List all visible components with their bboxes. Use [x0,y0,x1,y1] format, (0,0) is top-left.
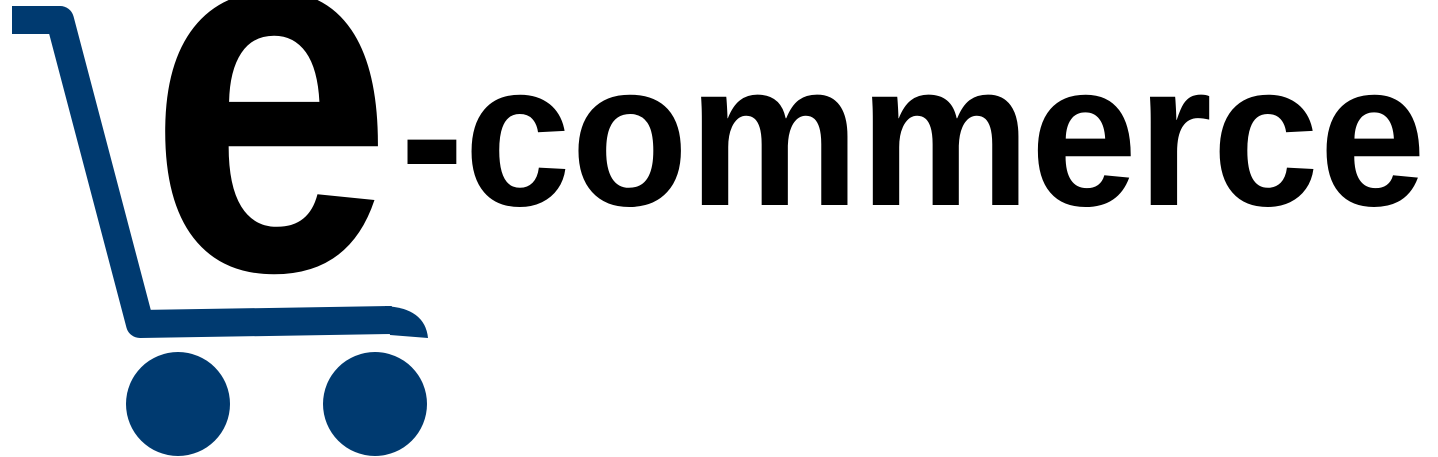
cart-frame-end [385,306,428,338]
cart-frame [12,6,393,338]
logo-initial: e [148,0,393,379]
cart-wheel [126,352,230,456]
cart-icon [12,6,428,456]
logo-text: -commerce [400,20,1426,249]
cart-wheel [323,352,427,456]
